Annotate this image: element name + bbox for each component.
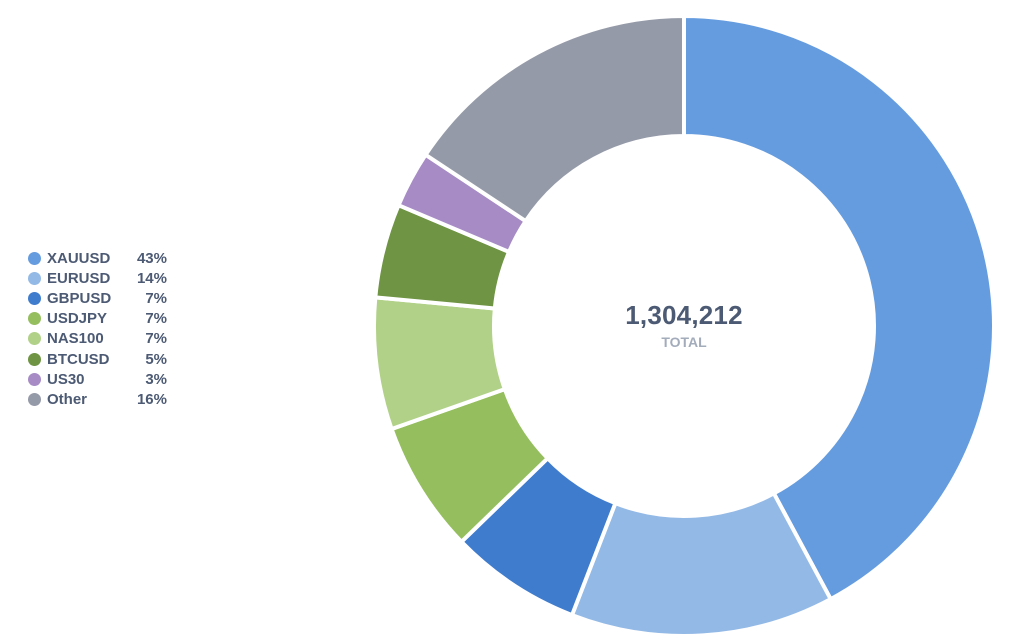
legend-item-percent: 3%: [145, 370, 167, 388]
legend-item-us30[interactable]: US30 3%: [28, 369, 178, 389]
legend-item-gbpusd[interactable]: GBPUSD 7%: [28, 288, 178, 308]
legend-swatch-icon: [28, 372, 41, 386]
legend-item-label: BTCUSD: [47, 350, 110, 368]
legend-item-eurusd[interactable]: EURUSD 14%: [28, 268, 178, 288]
legend-item-label: EURUSD: [47, 269, 111, 287]
center-total-value: 1,304,212: [625, 300, 743, 330]
legend-item-label: USDJPY: [47, 310, 108, 328]
center-total-label: TOTAL: [661, 334, 707, 350]
legend-item-percent: 43%: [136, 249, 167, 267]
legend-item-percent: 7%: [145, 330, 167, 348]
legend-item-percent: 5%: [145, 350, 167, 368]
legend-swatch-icon: [28, 352, 41, 366]
legend-item-nas100[interactable]: NAS100 7%: [28, 329, 178, 349]
legend-item-label: Other: [47, 390, 88, 408]
legend-swatch-icon: [28, 332, 41, 346]
donut-slice-other[interactable]: [423, 14, 686, 224]
legend-swatch-icon: [28, 271, 41, 285]
legend-swatch-icon: [28, 392, 41, 406]
legend-item-percent: 7%: [145, 289, 167, 307]
legend-item-percent: 14%: [136, 269, 167, 287]
legend-item-xauusd[interactable]: XAUUSD 43%: [28, 248, 178, 268]
chart-legend: XAUUSD 43% EURUSD 14% GBPUSD 7% USDJPY 7% NAS100…: [28, 248, 178, 410]
legend-swatch-icon: [28, 312, 41, 326]
legend-swatch-icon: [28, 251, 41, 265]
legend-item-percent: 7%: [145, 310, 167, 328]
donut-slice-xauusd[interactable]: [682, 14, 996, 602]
legend-item-label: NAS100: [47, 330, 104, 348]
legend-swatch-icon: [28, 291, 41, 305]
legend-item-label: GBPUSD: [47, 289, 112, 307]
legend-item-label: XAUUSD: [47, 249, 111, 267]
legend-item-label: US30: [47, 370, 85, 388]
legend-item-btcusd[interactable]: BTCUSD 5%: [28, 349, 178, 369]
legend-item-usdjpy[interactable]: USDJPY 7%: [28, 309, 178, 329]
legend-item-other[interactable]: Other 16%: [28, 389, 178, 409]
legend-item-percent: 16%: [136, 390, 167, 408]
